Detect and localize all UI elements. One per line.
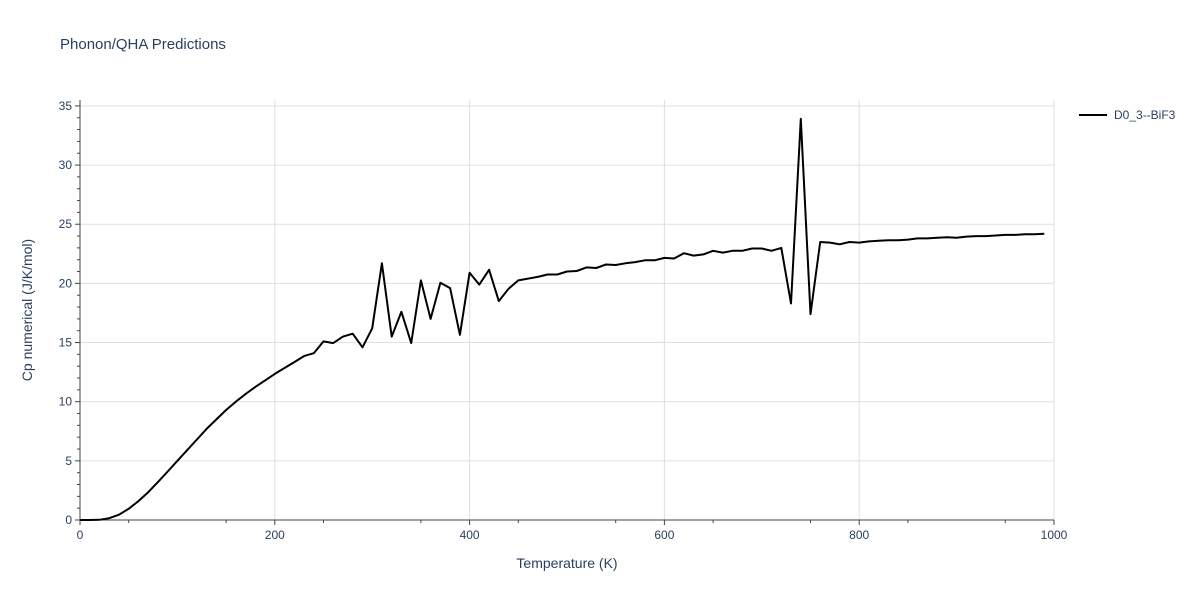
gridlines — [80, 100, 1055, 520]
y-tick-label: 10 — [59, 395, 73, 409]
y-tick-label: 0 — [65, 513, 72, 527]
x-tick-label: 600 — [654, 528, 674, 542]
y-tick-label: 35 — [59, 99, 73, 113]
legend[interactable]: D0_3--BiF3 — [1079, 108, 1176, 122]
legend-label-d0-3-bif3: D0_3--BiF3 — [1114, 108, 1176, 122]
y-tick-label: 20 — [59, 276, 73, 290]
x-tick-label: 800 — [849, 528, 869, 542]
series-layer — [80, 117, 1045, 521]
y-tick-label: 25 — [59, 217, 73, 231]
y-axis-title: Cp numerical (J/K/mol) — [19, 239, 35, 381]
series-line-d0-3-bif3[interactable] — [80, 117, 1045, 521]
x-axis-title: Temperature (K) — [516, 555, 617, 571]
x-tick-label: 1000 — [1041, 528, 1068, 542]
y-tick-label: 5 — [65, 454, 72, 468]
x-tick-label: 200 — [265, 528, 285, 542]
chart-title: Phonon/QHA Predictions — [60, 36, 226, 53]
x-tick-label: 0 — [77, 528, 84, 542]
y-tick-label: 15 — [59, 336, 73, 350]
x-tick-label: 400 — [460, 528, 480, 542]
y-tick-label: 30 — [59, 158, 73, 172]
tick-labels: 0 200 400 600 800 1000 0 5 10 15 20 25 30 35 — [59, 99, 1068, 542]
